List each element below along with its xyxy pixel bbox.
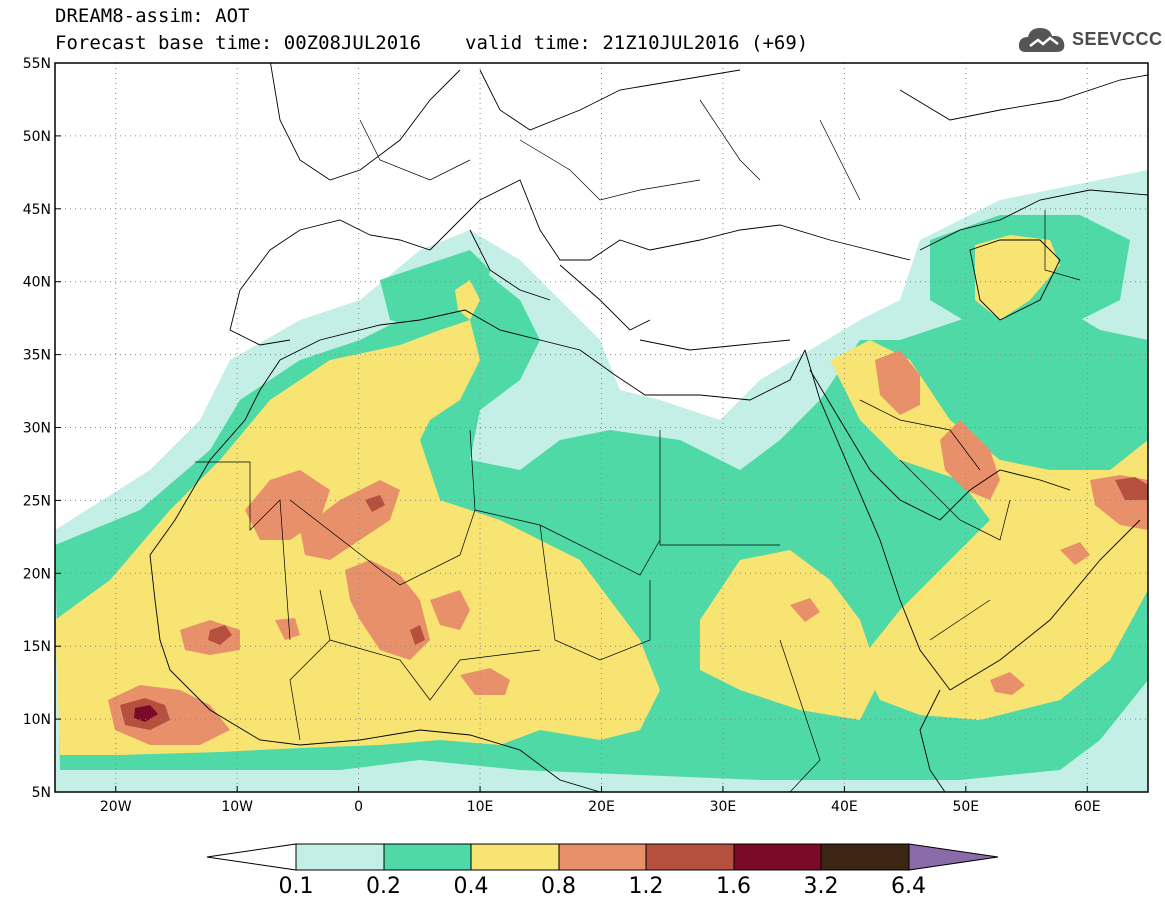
lon-label: 20E (588, 799, 615, 815)
colorbar-bin-6 (733, 843, 822, 871)
colorbar-bin-3 (470, 843, 560, 871)
lon-label: 50E (952, 799, 979, 815)
colorbar-high-arrow (908, 843, 999, 871)
colorbar-level-label: 0.2 (366, 874, 401, 899)
lat-label: 30N (23, 421, 51, 437)
lon-label: 40E (831, 799, 858, 815)
lat-labels: 55N 50N 45N 40N 35N 30N 25N 20N 15N 10N 5N (23, 56, 61, 801)
lat-lon-grid (55, 63, 1148, 792)
lat-label: 15N (23, 639, 51, 655)
borders (195, 99, 1081, 792)
lat-label: 50N (23, 129, 51, 145)
lat-label: 5N (32, 785, 51, 801)
colorbar-level-label: 6.4 (891, 874, 926, 899)
colorbar-level-label: 3.2 (804, 874, 839, 899)
colorbar-bin-1 (295, 843, 385, 871)
lat-label: 35N (23, 348, 51, 364)
lat-label: 40N (23, 275, 51, 291)
lat-label: 20N (23, 566, 51, 582)
colorbar-bin-5 (645, 843, 735, 871)
aot-field (55, 170, 1148, 792)
seevccc-logo: SEEVCCC (1016, 22, 1162, 56)
lon-label: 10W (221, 799, 253, 815)
coastlines (149, 63, 1148, 792)
lon-label: 0 (354, 799, 363, 815)
colorbar-level-label: 0.1 (279, 874, 314, 899)
colorbar-labels: 0.1 0.2 0.4 0.8 1.2 1.6 3.2 6.4 (279, 874, 927, 899)
lat-label: 10N (23, 712, 51, 728)
map-title: DREAM8-assim: AOT (55, 5, 250, 27)
logo-text: SEEVCCC (1072, 29, 1163, 49)
colorbar-bin-7 (820, 843, 910, 871)
valid-time: valid time: 21Z10JUL2016 (+69) (465, 32, 809, 54)
lon-label: 60E (1074, 799, 1101, 815)
lon-label: 30E (710, 799, 737, 815)
colorbar-level-label: 1.2 (629, 874, 664, 899)
colorbar-level-label: 1.6 (716, 874, 751, 899)
colorbar-level-label: 0.8 (541, 874, 576, 899)
colorbar-bin-4 (558, 843, 647, 871)
lon-label: 20W (100, 799, 132, 815)
lat-label: 45N (23, 202, 51, 218)
colorbar-bin-2 (383, 843, 472, 871)
colorbar-level-label: 0.4 (454, 874, 489, 899)
lat-label: 55N (23, 56, 51, 72)
time-info: Forecast base time: 00Z08JUL2016 valid ti… (55, 33, 808, 53)
lat-label: 25N (23, 493, 51, 509)
base-time: Forecast base time: 00Z08JUL2016 (55, 32, 422, 54)
lon-labels: 20W 10W 0 10E 20E 30E 40E 50E 60E (100, 786, 1101, 815)
colorbar (206, 843, 999, 871)
colorbar-low-arrow (206, 843, 297, 871)
lon-label: 10E (467, 799, 494, 815)
cloud-icon (1018, 28, 1065, 52)
